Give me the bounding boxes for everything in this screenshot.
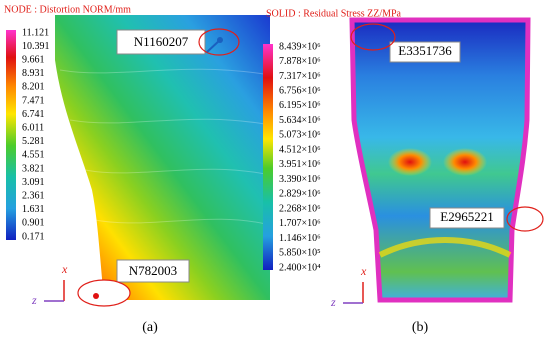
legend-label: 3.821 — [22, 163, 45, 174]
legend-label: 7.317×10⁶ — [279, 71, 321, 82]
legend-title: NODE : Distortion NORM/mm — [4, 4, 131, 15]
hotspot — [443, 148, 487, 176]
legend-label: 4.512×10⁶ — [279, 144, 321, 155]
legend-label: 7.471 — [22, 95, 45, 106]
legend-label: 5.073×10⁶ — [279, 130, 321, 141]
legend-label: 2.268×10⁶ — [279, 203, 321, 214]
legend-label: 1.631 — [22, 204, 45, 215]
annotation-box — [116, 29, 206, 55]
legend-label: 5.281 — [22, 136, 45, 147]
contour-band — [378, 237, 512, 258]
legend-label: 2.400×10⁴ — [279, 262, 321, 273]
axis-label: z — [31, 293, 37, 307]
annotation: E3351736 — [398, 43, 452, 58]
contour-plot — [349, 17, 531, 303]
legend-label: 3.091 — [22, 177, 45, 188]
legend-label: 4.551 — [22, 150, 45, 161]
axis-label: z — [330, 295, 336, 309]
legend-label: 2.829×10⁶ — [279, 189, 321, 200]
hotspot — [388, 148, 432, 176]
legend-label: 8.439×10⁶ — [279, 41, 321, 52]
annotation: E2965221 — [440, 209, 493, 224]
annotation-box — [389, 41, 461, 63]
legend-label: 7.878×10⁶ — [279, 56, 321, 67]
legend-label: 10.391 — [22, 41, 50, 52]
annotation-box — [429, 207, 505, 229]
annotation: N1160207 — [134, 34, 189, 49]
caption: (a) — [142, 320, 158, 335]
legend-label: 9.661 — [22, 54, 45, 65]
legend-label: 8.201 — [22, 82, 45, 93]
legend-label: 3.951×10⁶ — [279, 159, 321, 170]
color-bar — [6, 30, 16, 240]
legend-label: 6.195×10⁶ — [279, 100, 321, 111]
legend-label: 5.850×10⁵ — [279, 248, 321, 259]
annotation-box — [116, 259, 190, 283]
marker-point — [217, 37, 223, 43]
color-bar — [263, 44, 273, 270]
marker-ellipse — [198, 28, 240, 56]
legend-label: 3.390×10⁶ — [279, 174, 321, 185]
legend-title: SOLID : Residual Stress ZZ/MPa — [266, 8, 402, 19]
contour-plot — [55, 15, 270, 300]
marker-ellipse — [350, 23, 396, 51]
legend-label: 5.634×10⁶ — [279, 115, 321, 126]
legend-label: 8.931 — [22, 68, 45, 79]
legend-label: 0.901 — [22, 218, 45, 229]
legend-label: 6.011 — [22, 122, 44, 133]
contour-line — [59, 68, 271, 226]
caption: (b) — [412, 320, 429, 335]
legend-label: 6.741 — [22, 109, 45, 120]
marker-point — [93, 293, 99, 299]
marker-ellipse — [506, 206, 544, 232]
axis-label: x — [61, 262, 68, 276]
annotation: N782003 — [129, 263, 177, 278]
legend-label: 2.361 — [22, 190, 45, 201]
marker-ellipse — [77, 279, 131, 307]
legend-label: 6.756×10⁶ — [279, 85, 321, 96]
axis-label: x — [360, 264, 367, 278]
legend-label: 11.121 — [22, 27, 49, 38]
legend-label: 1.707×10⁶ — [279, 218, 321, 229]
legend-label: 0.171 — [22, 231, 45, 242]
legend-label: 1.146×10⁶ — [279, 233, 321, 244]
